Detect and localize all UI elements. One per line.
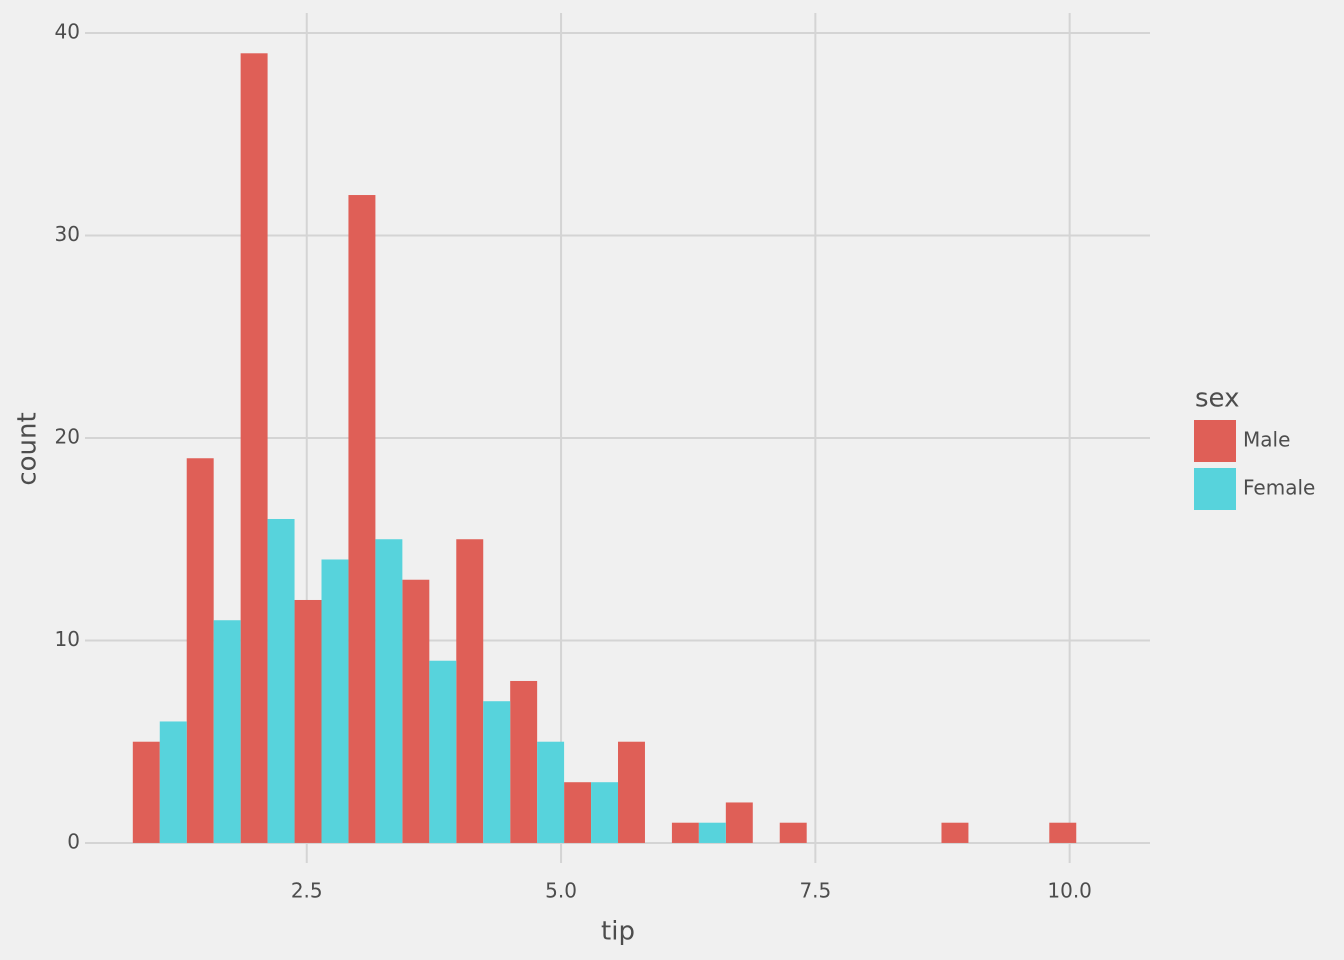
bar xyxy=(321,559,349,843)
y-tick-label: 20 xyxy=(55,425,80,449)
bar xyxy=(591,782,619,843)
legend-title: sex xyxy=(1195,384,1239,414)
bar xyxy=(456,539,484,843)
bar xyxy=(779,822,807,843)
bar xyxy=(402,579,430,843)
bar xyxy=(213,620,241,843)
bar xyxy=(240,53,268,843)
bar xyxy=(564,782,592,843)
x-tick-label: 7.5 xyxy=(799,879,831,903)
legend-key xyxy=(1194,420,1236,462)
bar xyxy=(132,741,160,843)
bar xyxy=(941,822,969,843)
x-tick-label: 5.0 xyxy=(545,879,577,903)
legend-key xyxy=(1194,468,1236,510)
y-tick-label: 10 xyxy=(55,627,80,651)
bar xyxy=(186,458,214,843)
y-tick-label: 40 xyxy=(55,20,80,44)
bar xyxy=(510,680,538,843)
bar xyxy=(698,822,726,843)
bar xyxy=(267,518,295,843)
bar xyxy=(375,539,403,843)
bar xyxy=(294,599,322,843)
bar xyxy=(429,660,457,843)
bar xyxy=(671,822,699,843)
bar xyxy=(1049,822,1077,843)
bar xyxy=(537,741,565,843)
bar xyxy=(725,802,753,843)
bar xyxy=(348,195,376,843)
legend-label: Female xyxy=(1243,476,1315,500)
x-axis-label: tip xyxy=(601,917,635,947)
legend-label: Male xyxy=(1243,428,1290,452)
x-tick-label: 2.5 xyxy=(291,879,323,903)
bar xyxy=(618,741,645,843)
x-tick-label: 10.0 xyxy=(1047,879,1092,903)
bar xyxy=(159,721,187,843)
y-tick-label: 0 xyxy=(67,829,80,853)
bar xyxy=(483,701,511,843)
y-axis-label: count xyxy=(13,412,43,485)
y-tick-label: 30 xyxy=(55,222,80,246)
